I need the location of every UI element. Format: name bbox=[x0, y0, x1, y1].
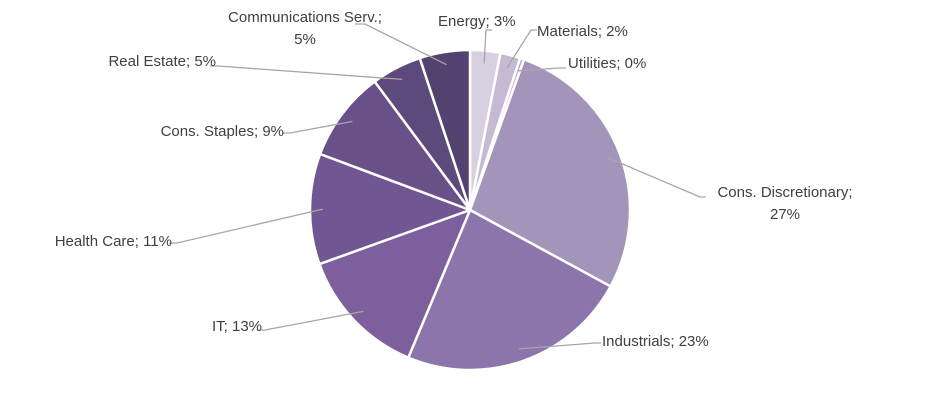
leader-line-utilities bbox=[517, 67, 566, 72]
leader-line-energy bbox=[483, 29, 492, 64]
leader-line-communications-serv bbox=[355, 23, 447, 66]
pie-slice-health-care bbox=[308, 152, 472, 266]
pie-slice-it bbox=[318, 208, 472, 359]
pie-slice-cons-staples bbox=[318, 80, 472, 212]
pie-slices bbox=[308, 48, 632, 372]
data-label-health-care: Health Care; 11% bbox=[55, 233, 172, 250]
leader-line-materials bbox=[506, 29, 537, 68]
data-label-real-estate: Real Estate; 5% bbox=[108, 53, 216, 70]
pie-slice-cons-discretionary bbox=[468, 58, 632, 288]
leader-line-health-care bbox=[169, 208, 323, 244]
data-label-materials: Materials; 2% bbox=[537, 23, 628, 40]
leader-line-cons-discretionary bbox=[607, 157, 706, 198]
data-label-it: IT; 13% bbox=[212, 318, 262, 335]
pie-slice-communications-serv bbox=[418, 48, 472, 212]
data-label-industrials: Industrials; 23% bbox=[602, 333, 709, 350]
data-label-utilities: Utilities; 0% bbox=[568, 55, 646, 72]
leader-line-industrials bbox=[518, 342, 601, 350]
leader-line-it bbox=[257, 310, 364, 331]
data-label-cons-discretionary: Cons. Discretionary; 27% bbox=[717, 184, 852, 223]
leader-line-cons-staples bbox=[282, 120, 353, 134]
leader-lines bbox=[169, 23, 706, 350]
leader-line-real-estate bbox=[210, 65, 403, 81]
data-labels: Energy; 3% Materials; 2% Utilities; 0% Cons… bbox=[55, 9, 853, 350]
data-label-cons-staples: Cons. Staples; 9% bbox=[161, 123, 284, 140]
data-label-communications-serv: Communications Serv.; 5% bbox=[228, 9, 382, 48]
data-label-energy: Energy; 3% bbox=[438, 13, 516, 30]
pie-slice-industrials bbox=[407, 208, 612, 372]
